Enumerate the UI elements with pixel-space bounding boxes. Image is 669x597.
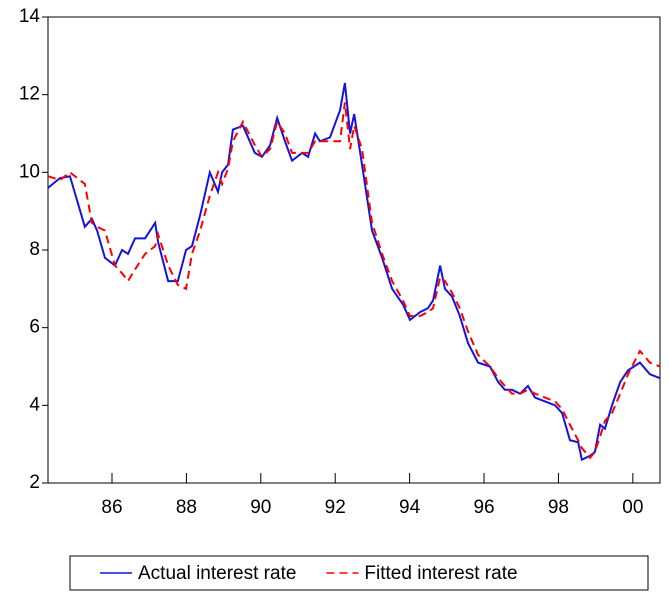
plot-frame	[47, 16, 661, 484]
y-tick-label: 10	[19, 161, 40, 182]
series-line	[47, 82, 661, 462]
x-tick-label: 94	[399, 497, 421, 518]
y-tick-label: 12	[19, 84, 40, 105]
y-tick-label: 4	[29, 394, 40, 415]
legend-label: Actual interest rate	[138, 563, 296, 584]
legend-label: Fitted interest rate	[364, 563, 517, 584]
y-tick-label: 2	[29, 472, 40, 493]
series-line	[47, 102, 661, 460]
x-tick-label: 98	[548, 497, 569, 518]
legend-box	[69, 555, 649, 591]
x-tick-label: 86	[101, 497, 122, 518]
x-tick-label: 92	[325, 497, 346, 518]
y-tick-label: 14	[19, 6, 41, 27]
x-tick-label: 00	[622, 497, 643, 518]
y-tick-label: 6	[29, 317, 40, 338]
x-tick-label: 90	[250, 497, 271, 518]
x-tick-label: 88	[176, 497, 197, 518]
x-tick-label: 96	[473, 497, 494, 518]
y-tick-label: 8	[29, 239, 40, 260]
